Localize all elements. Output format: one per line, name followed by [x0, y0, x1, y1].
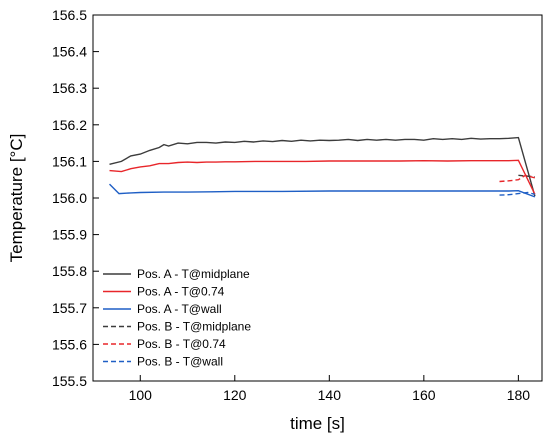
- legend-label: Pos. B - T@midplane: [137, 320, 251, 334]
- series-line: [109, 136, 536, 197]
- x-tick-label: 100: [129, 387, 153, 403]
- y-tick-label: 155.8: [52, 263, 87, 279]
- y-tick-label: 155.5: [52, 373, 87, 389]
- series-lines: [109, 136, 536, 198]
- y-tick-label: 155.9: [52, 227, 87, 243]
- y-tick-label: 156.5: [52, 7, 87, 23]
- y-tick-label: 156.1: [52, 153, 87, 169]
- x-tick-label: 120: [223, 387, 247, 403]
- series-line: [518, 174, 535, 178]
- y-tick-label: 155.7: [52, 300, 87, 316]
- x-tick-label: 180: [507, 387, 531, 403]
- y-tick-label: 156.0: [52, 190, 87, 206]
- legend-label: Pos. A - T@wall: [137, 302, 222, 316]
- series-line: [109, 159, 536, 195]
- legend-label: Pos. B - T@0.74: [137, 337, 226, 351]
- y-axis-title: Temperature [°C]: [7, 134, 26, 263]
- y-tick-label: 156.4: [52, 44, 87, 60]
- series-line: [499, 191, 536, 196]
- x-tick-label: 140: [318, 387, 342, 403]
- x-tick-label: 160: [412, 387, 436, 403]
- series-line: [499, 174, 536, 183]
- legend: Pos. A - T@midplane Pos. A - T@0.74 Pos. A…: [103, 267, 251, 369]
- legend-label: Pos. B - T@wall: [137, 355, 223, 369]
- y-tick-label: 155.6: [52, 336, 87, 352]
- axis-ticks: 100 120 140 160 180 155.5 155.6 155.7 155.8 155.9…: [52, 7, 530, 403]
- y-tick-label: 156.2: [52, 117, 87, 133]
- series-line: [109, 183, 536, 198]
- legend-label: Pos. A - T@midplane: [137, 267, 250, 281]
- y-tick-label: 156.3: [52, 80, 87, 96]
- x-axis-title: time [s]: [290, 414, 345, 433]
- legend-label: Pos. A - T@0.74: [137, 285, 225, 299]
